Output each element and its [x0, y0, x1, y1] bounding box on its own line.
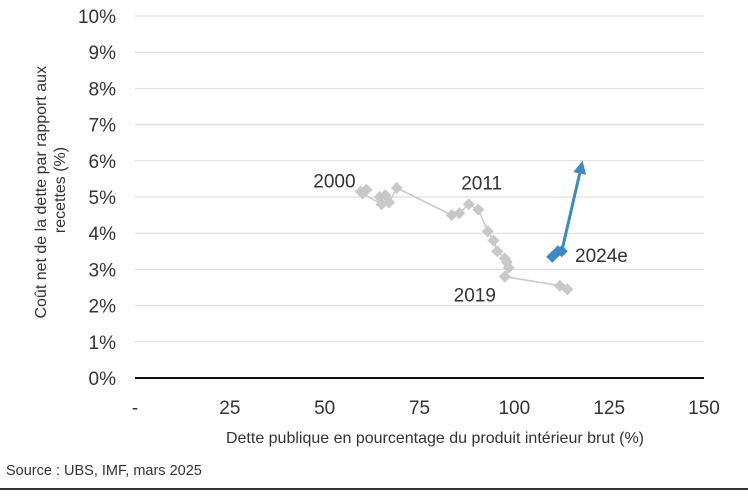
- x-tick-label: 25: [219, 398, 240, 419]
- y-tick-label: 1%: [89, 333, 117, 354]
- x-tick-label: 125: [593, 398, 625, 419]
- annotation-label: 2000: [313, 172, 355, 193]
- annotation-label: 2011: [461, 174, 502, 195]
- y-tick-label: 5%: [89, 188, 117, 209]
- data-point: [356, 187, 369, 200]
- projection-arrow-line: [560, 173, 582, 252]
- annotation-label: 2024e: [575, 246, 628, 267]
- annotation-label: 2019: [454, 286, 496, 307]
- y-tick-label: 4%: [89, 224, 117, 245]
- y-tick-label: 2%: [89, 297, 117, 318]
- data-point: [491, 245, 504, 258]
- data-point: [472, 203, 485, 216]
- y-axis-label: Coût net de la dette par rapport aux rec…: [33, 61, 69, 318]
- bottom-divider: [0, 488, 748, 490]
- data-point: [453, 207, 466, 220]
- data-point: [390, 181, 403, 194]
- data-point: [498, 270, 511, 283]
- x-tick-label: 100: [498, 398, 530, 419]
- x-axis-label: Dette publique en pourcentage du produit…: [226, 430, 644, 447]
- x-tick-label: -: [132, 398, 138, 419]
- x-tick-label: 75: [409, 398, 430, 419]
- y-tick-label: 3%: [89, 260, 117, 281]
- x-tick-label: 150: [688, 398, 720, 419]
- series: [354, 160, 587, 296]
- gridlines: [135, 15, 704, 343]
- y-tick-label: 0%: [89, 369, 117, 390]
- data-point: [487, 234, 500, 247]
- source-note: Source : UBS, IMF, mars 2025: [6, 463, 202, 479]
- y-tick-label: 6%: [89, 152, 117, 173]
- chart: 0% 1% 2% 3% 4% 5% 6% 7% 8% 9% 10% - 25 50 75 100 125 150…: [33, 7, 720, 447]
- data-point: [383, 196, 396, 209]
- y-tick-labels: 0% 1% 2% 3% 4% 5% 6% 7% 8% 9% 10%: [78, 7, 116, 390]
- data-point: [561, 283, 574, 296]
- data-point: [546, 250, 559, 263]
- data-point: [481, 225, 494, 238]
- x-tick-label: 50: [314, 398, 335, 419]
- y-tick-label: 9%: [89, 43, 117, 64]
- x-tick-labels: - 25 50 75 100 125 150: [132, 398, 720, 419]
- data-point: [462, 198, 475, 211]
- y-tick-label: 7%: [89, 116, 117, 137]
- data-point: [502, 261, 515, 274]
- y-tick-label: 8%: [89, 79, 117, 100]
- arrow-head: [573, 160, 587, 175]
- annotations: 2000 2011 2024e 2019: [313, 172, 628, 307]
- y-tick-label: 10%: [78, 7, 116, 28]
